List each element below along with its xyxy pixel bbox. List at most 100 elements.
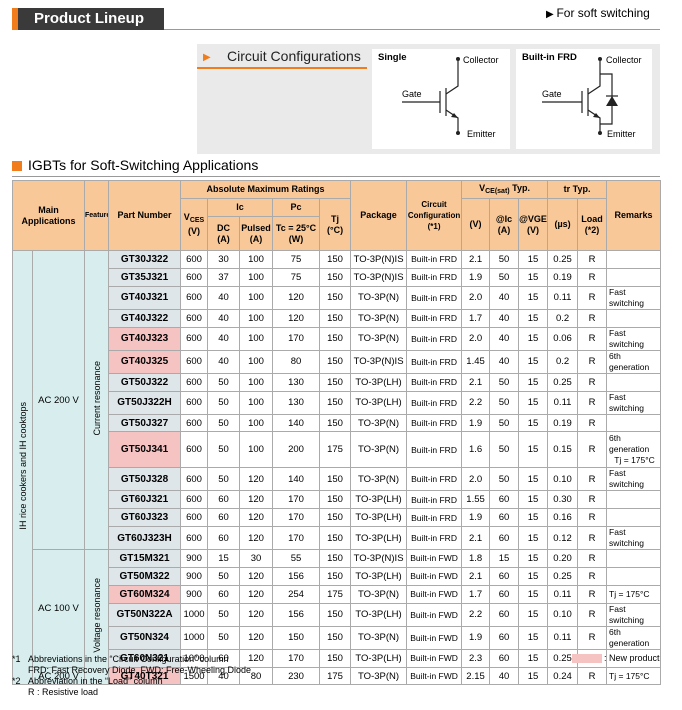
cell: 170	[272, 326, 321, 351]
cell: 1000	[180, 625, 209, 650]
cell: TO-3P(N)IS	[350, 267, 408, 287]
cell: 40	[489, 666, 520, 686]
cell: 100	[239, 413, 274, 433]
th-sub: CE(sat)	[485, 187, 510, 195]
cell: TO-3P(N)	[350, 285, 408, 310]
lineup-table: Main Applications Features Part Number A…	[11, 180, 662, 686]
cell: Built-in FRD	[406, 250, 463, 269]
cell: 75	[272, 267, 321, 287]
table-row: GT40J323 600 40 100 170 150 TO-3P(N) Built-in F…	[13, 326, 662, 351]
remark: Tj = 175°C	[609, 588, 650, 599]
gate-label: Gate	[402, 89, 422, 99]
part-number: GT50J322H	[108, 390, 182, 415]
cell: TO-3P(LH)	[350, 526, 408, 551]
cell: R	[577, 349, 608, 374]
cell: 15	[518, 431, 549, 469]
cell: 175	[319, 584, 352, 604]
cell: TO-3P(N)	[350, 467, 408, 492]
table-row: GT60J323 600 60 120 170 150 TO-3P(LH) Built-in …	[13, 508, 662, 528]
remarks-cell	[606, 267, 662, 287]
cell: 80	[272, 349, 321, 374]
cell: 30	[207, 250, 241, 269]
cell: R	[577, 566, 608, 586]
cell: 1.9	[461, 508, 491, 528]
cell: 0.2	[547, 349, 579, 374]
th-text: @VGE	[519, 213, 547, 224]
cell: TO-3P(N)	[350, 625, 408, 650]
remarks-cell	[606, 308, 662, 328]
part-number: GT50J327	[108, 413, 182, 433]
frd-panel: Built-in FRD Collector Gate Emitter	[516, 49, 652, 149]
table-row: GT40J321 600 40 100 120 150 TO-3P(N) Built-in F…	[13, 285, 662, 310]
diode	[606, 96, 618, 106]
remarks-cell	[606, 413, 662, 433]
cell: 600	[180, 285, 209, 310]
supply-cell: AC 200 V	[31, 249, 86, 551]
circuit-title: Circuit Configurations	[227, 48, 361, 64]
th: Features	[84, 180, 110, 251]
cell: 600	[180, 431, 209, 469]
part-number: GT60J323H	[108, 526, 182, 551]
remark: Tj = 175°C	[609, 670, 650, 681]
table-row: GT60J321 600 60 120 170 150 TO-3P(LH) Built-in …	[13, 490, 662, 510]
cell: 600	[180, 349, 209, 374]
cell: Built-in FRD	[406, 285, 463, 310]
th-text: (V)	[188, 226, 201, 236]
cell: Built-in FWD	[406, 584, 463, 604]
cell: 15	[518, 666, 549, 686]
remarks-cell: Tj = 175°C	[606, 584, 662, 604]
panel-label: Built-in FRD	[522, 52, 577, 63]
th: @VGE (V)	[518, 198, 549, 251]
remarks-cell: Fast switching	[606, 285, 662, 310]
remark: Fast switching	[609, 603, 645, 625]
cell: 600	[180, 267, 209, 287]
table-row: GT50J341 600 50 100 200 175 TO-3P(N) Built-in F…	[13, 431, 662, 469]
table-row: GT50J322 600 50 100 130 150 TO-3P(LH) Built-in …	[13, 372, 662, 392]
cell: 40	[489, 349, 520, 374]
table-row: GT50J322H 600 50 100 130 150 TO-3P(LH) Built-in…	[13, 390, 662, 415]
remarks-cell	[606, 490, 662, 510]
cell: 30	[239, 549, 274, 568]
title-accent	[12, 8, 18, 30]
cell: 0.11	[547, 625, 579, 650]
cell: 0.24	[547, 666, 579, 686]
cell: TO-3P(N)	[350, 431, 408, 469]
terminal	[456, 57, 460, 61]
supply-cell: AC 100 V	[31, 549, 86, 668]
cell: 170	[272, 508, 321, 528]
cell: 0.20	[547, 549, 579, 568]
th-text: (A)	[497, 224, 511, 235]
cell: 15	[518, 625, 549, 650]
cell: 15	[518, 490, 549, 510]
th-text: Typ.	[512, 182, 530, 193]
cell: 15	[518, 413, 549, 433]
cell: 254	[272, 584, 321, 604]
feature-cell: Voltage resonance	[84, 549, 110, 686]
part-number: GT40J322	[108, 308, 182, 328]
cell: Built-in FRD	[406, 326, 463, 351]
cell: TO-3P(LH)	[350, 390, 408, 415]
cell: 1.55	[461, 490, 491, 510]
cell: TO-3P(N)	[350, 666, 408, 686]
th-text: V	[479, 182, 486, 193]
cell: R	[577, 250, 608, 269]
remark: Fast switching	[609, 468, 645, 490]
remarks-cell	[606, 508, 662, 528]
cell: 150	[319, 308, 352, 328]
table-row: GT60N321 1000 60 120 170 150 TO-3P(LH) Built-in…	[13, 648, 662, 668]
section-accent	[12, 161, 22, 171]
terminal	[598, 131, 602, 135]
footnotes: *1 Abbreviations in the “Circuit Configur…	[12, 654, 251, 698]
cell: 0.11	[547, 285, 579, 310]
th: Part Number	[108, 180, 182, 251]
cell: 0.11	[547, 584, 579, 604]
th-text: (A)	[217, 233, 230, 244]
fn-detail: R : Resistive load	[28, 687, 99, 697]
th-text: DC	[217, 222, 231, 233]
cell: 150	[319, 526, 352, 551]
th: Tc = 25°C (W)	[272, 216, 321, 251]
legend-swatch	[572, 654, 602, 663]
remark: 6th generation	[609, 433, 650, 455]
cell: 0.15	[547, 431, 579, 469]
cell: 600	[180, 467, 209, 492]
